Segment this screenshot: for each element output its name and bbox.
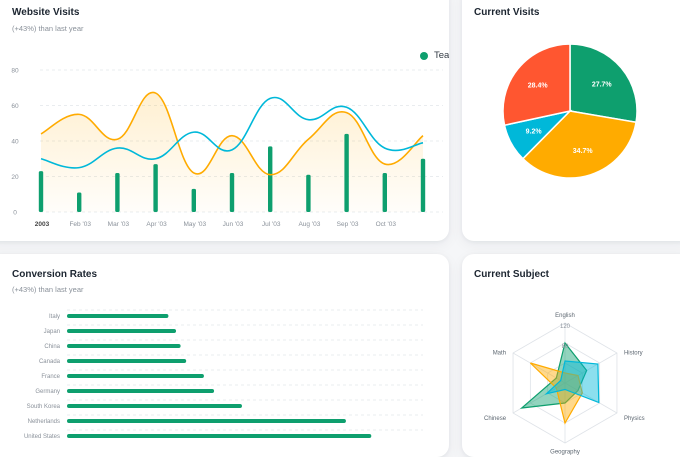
visits-bar bbox=[38, 171, 44, 212]
visits-bar bbox=[191, 188, 196, 212]
visits-bar bbox=[306, 174, 311, 212]
legend-label-team-a: Team A bbox=[434, 50, 449, 61]
x-tick-label: Apr '03 bbox=[146, 221, 167, 228]
pie-slice-label: 34.7% bbox=[573, 148, 594, 155]
conversion-rates-card: Conversion Rates (+43%) than last year I… bbox=[0, 254, 449, 457]
pie-slice-label: 27.7% bbox=[592, 82, 613, 89]
category-label: China bbox=[44, 344, 60, 350]
website-visits-subtitle: (+43%) than last year bbox=[12, 24, 84, 33]
conversion-rates-chart: Italy Japan China Canada France Germany South … bbox=[24, 309, 423, 440]
current-subject-title: Current Subject bbox=[474, 269, 550, 280]
x-tick-label: Sep '03 bbox=[337, 221, 359, 228]
current-visits-pie-chart: 27.7% 34.7% 9.2% 28.4% bbox=[502, 43, 638, 179]
current-subject-radar-chart: English History Physics Geography Chinese Mat… bbox=[484, 313, 645, 455]
pie-slice-label: 9.2% bbox=[526, 129, 543, 136]
pie-slice bbox=[521, 110, 637, 179]
x-tick-label: Jul '03 bbox=[262, 221, 281, 228]
y-tick-label: 0 bbox=[13, 210, 17, 217]
radar-axis-label: Physics bbox=[624, 416, 645, 422]
website-visits-card: Website Visits (+43%) than last year Tea… bbox=[0, 0, 449, 241]
conversion-bar bbox=[67, 404, 242, 408]
visits-bar bbox=[153, 164, 158, 212]
x-tick-label: Mar '03 bbox=[108, 221, 130, 228]
category-label: South Korea bbox=[27, 404, 61, 410]
conversion-bar bbox=[67, 434, 372, 438]
visits-bar bbox=[77, 192, 82, 212]
website-visits-title: Website Visits bbox=[12, 7, 80, 18]
visits-bar bbox=[115, 172, 120, 212]
website-visits-legend[interactable]: Team A bbox=[420, 50, 449, 61]
y-tick-label: 80 bbox=[11, 68, 19, 75]
radar-axis-label: Math bbox=[493, 350, 506, 356]
radar-axis-label: History bbox=[624, 350, 643, 356]
conversion-bar bbox=[67, 359, 187, 363]
current-visits-card: Current Visits 27.7% 34.7% 9.2% 28.4% bbox=[462, 0, 680, 241]
y-tick-label: 20 bbox=[11, 174, 19, 181]
x-tick-label: Aug '03 bbox=[298, 221, 320, 228]
radar-spoke bbox=[564, 382, 618, 414]
line-series-line bbox=[40, 96, 424, 169]
radar-tick-label: 80 bbox=[562, 344, 569, 350]
x-tick-label: 2003 bbox=[35, 221, 50, 228]
pie-slice bbox=[569, 43, 638, 124]
x-tick-label: Jun '03 bbox=[223, 221, 244, 228]
y-tick-label: 40 bbox=[11, 139, 19, 146]
x-tick-label: May '03 bbox=[184, 221, 207, 228]
conversion-bar bbox=[67, 374, 204, 378]
category-label: Japan bbox=[44, 329, 60, 335]
legend-marker-team-a bbox=[420, 51, 428, 60]
y-tick-label: 60 bbox=[11, 103, 19, 110]
conversion-bar bbox=[67, 344, 181, 348]
radar-series bbox=[544, 360, 600, 404]
radar-series bbox=[529, 362, 583, 425]
conversion-bar bbox=[67, 329, 177, 333]
current-subject-card: Current Subject English History Physics Geo… bbox=[462, 254, 680, 457]
x-tick-label: Feb '03 bbox=[69, 221, 91, 228]
pie-slice-label: 28.4% bbox=[528, 82, 549, 89]
conversion-bar bbox=[67, 419, 346, 423]
conversion-rates-title: Conversion Rates bbox=[12, 269, 98, 280]
conversion-rates-subtitle: (+43%) than last year bbox=[12, 285, 84, 294]
category-label: Netherlands bbox=[28, 419, 60, 425]
website-visits-chart: 0 20 40 60 80 2003 Feb '03 Mar '03 Apr '03 May '0… bbox=[11, 68, 443, 228]
visits-bar bbox=[344, 133, 349, 212]
radar-axis-label: English bbox=[555, 313, 575, 319]
radar-tick-label: 120 bbox=[560, 324, 571, 330]
current-visits-title: Current Visits bbox=[474, 7, 540, 18]
radar-spoke bbox=[564, 352, 618, 384]
category-label: United States bbox=[24, 434, 60, 440]
area-series-line bbox=[40, 91, 424, 176]
category-label: Germany bbox=[35, 389, 60, 395]
visits-bar bbox=[268, 146, 273, 212]
visits-bar bbox=[420, 158, 426, 212]
area-fill bbox=[41, 92, 423, 212]
category-label: Canada bbox=[39, 359, 61, 365]
radar-axis-label: Geography bbox=[550, 449, 580, 455]
visits-bar bbox=[382, 172, 387, 212]
conversion-bar bbox=[67, 389, 215, 393]
category-label: France bbox=[41, 374, 60, 380]
radar-axis-label: Chinese bbox=[484, 416, 507, 422]
visits-bar bbox=[229, 172, 235, 212]
x-tick-label: Oct '03 bbox=[376, 221, 397, 228]
pie-slice bbox=[502, 43, 571, 127]
category-label: Italy bbox=[49, 314, 60, 320]
conversion-bar bbox=[67, 314, 169, 318]
